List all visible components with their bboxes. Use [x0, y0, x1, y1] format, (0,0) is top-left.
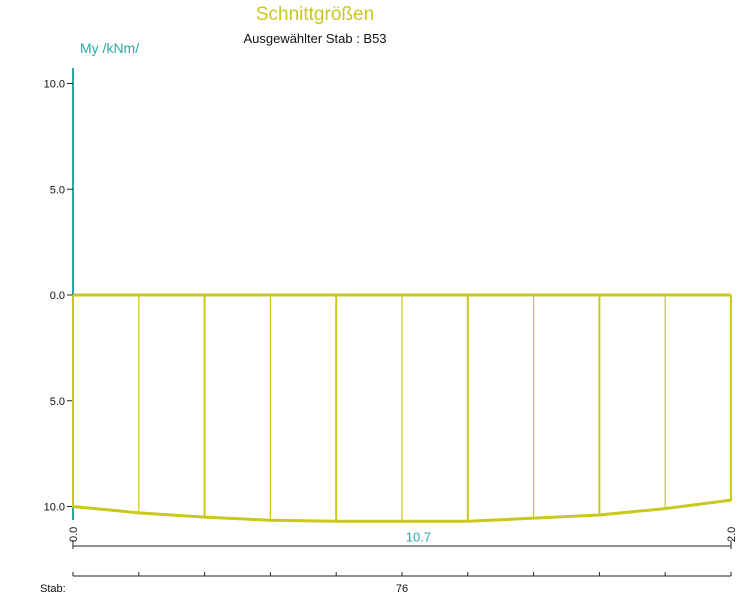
chart-subtitle: Ausgewählter Stab : B53 [243, 31, 387, 46]
data-point [269, 519, 272, 522]
data-point [400, 520, 404, 523]
member-prefix-label: Stab: [40, 583, 66, 595]
chart-title: Schnittgrößen [255, 4, 375, 25]
y-tick-label: 5.0 [50, 184, 65, 196]
y-tick-label: 10.0 [44, 79, 65, 91]
x-tick-label: 0.0 [68, 527, 80, 542]
y-tick-label: 10.0 [44, 502, 65, 514]
y-tick-label: 5.0 [50, 396, 65, 408]
data-point [664, 507, 667, 510]
data-point [335, 520, 338, 523]
x-tick-label: 2.0 [726, 527, 738, 542]
data-point [532, 516, 535, 520]
data-point [466, 520, 469, 523]
data-point [137, 511, 140, 515]
y-axis-label: My /kNm/ [80, 40, 139, 56]
data-point [598, 513, 601, 517]
data-point [71, 505, 75, 508]
max-value-label: 10.7 [406, 529, 431, 544]
data-point [203, 515, 206, 519]
y-tick-label: 0.0 [50, 290, 65, 302]
data-point [729, 498, 733, 502]
member-number-label: 76 [396, 583, 408, 595]
